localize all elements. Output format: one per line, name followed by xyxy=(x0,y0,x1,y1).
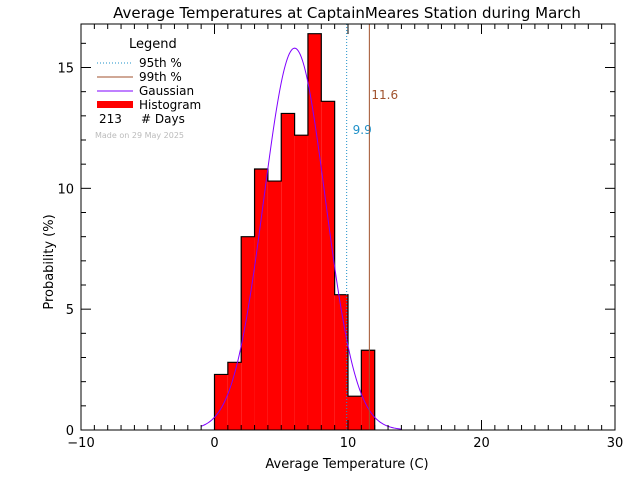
legend: Legend 95th % 99th % Gaussian Histogram … xyxy=(95,37,201,140)
gaussian-layer xyxy=(200,47,402,430)
y-tick-label: 5 xyxy=(66,303,74,318)
percentile-layer: 9.9 11.6 xyxy=(346,24,398,430)
histogram-bar xyxy=(267,181,282,430)
y-tick-label: 15 xyxy=(57,62,74,77)
histogram-bar xyxy=(241,236,255,430)
histogram-bars xyxy=(213,33,376,431)
histogram-bar xyxy=(348,396,362,430)
percentile-label-99th: 11.6 xyxy=(371,88,398,102)
histogram-bar xyxy=(321,101,335,430)
x-tick-label: −10 xyxy=(67,436,94,451)
x-tick-label: 20 xyxy=(473,436,490,451)
x-tick-label: 0 xyxy=(210,436,218,451)
y-axis-label: Probability (%) xyxy=(42,214,57,309)
y-tick-label: 0 xyxy=(66,424,74,439)
legend-histogram-swatch xyxy=(97,101,133,108)
legend-95th-label: 95th % xyxy=(139,56,182,70)
percentile-label-95th: 9.9 xyxy=(353,123,372,137)
gaussian-curve xyxy=(200,47,402,430)
y-tick-label: 10 xyxy=(57,182,74,197)
histogram-bar xyxy=(294,135,308,430)
histogram-bar xyxy=(227,362,242,430)
chart-title: Average Temperatures at CaptainMeares St… xyxy=(113,4,581,22)
histogram-bar xyxy=(334,294,348,430)
histogram-bar xyxy=(307,33,322,431)
legend-99th-label: 99th % xyxy=(139,70,182,84)
legend-histogram-label: Histogram xyxy=(139,98,201,112)
legend-title: Legend xyxy=(129,37,177,52)
x-tick-label: 30 xyxy=(607,436,624,451)
x-tick-label: 10 xyxy=(340,436,357,451)
legend-days-label: # Days xyxy=(141,112,185,126)
histogram-bar xyxy=(214,374,228,430)
credit-text: Made on 29 May 2025 xyxy=(95,131,184,140)
legend-gaussian-label: Gaussian xyxy=(139,84,194,98)
legend-days-count: 213 xyxy=(99,112,122,126)
histogram-bar xyxy=(254,169,268,430)
x-axis-label: Average Temperature (C) xyxy=(265,457,428,472)
histogram-bar xyxy=(361,350,375,430)
histogram-bar xyxy=(281,113,295,431)
histogram-outline xyxy=(213,33,376,430)
